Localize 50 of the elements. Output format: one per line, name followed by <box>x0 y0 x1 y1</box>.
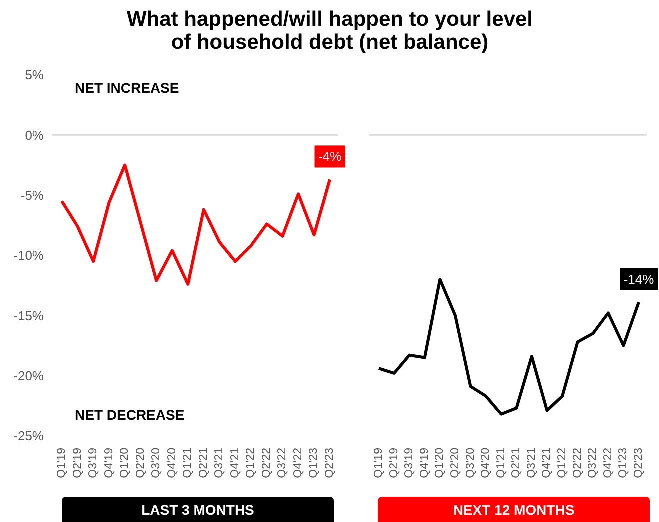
x-tick-label: Q1'19 <box>56 448 68 478</box>
y-tick-label: -10% <box>14 248 44 264</box>
x-tick-label: Q3'19 <box>88 448 100 478</box>
x-tick-label: Q4'21 <box>229 448 242 478</box>
x-tick-label: Q2'19 <box>388 448 400 478</box>
x-tick-label: Q2'21 <box>198 448 210 478</box>
x-tick-label: Q3'20 <box>150 448 163 478</box>
x-tick-label: Q1'20 <box>434 448 446 478</box>
x-tick-label: Q4'20 <box>480 448 492 478</box>
x-tick-label: Q4'19 <box>418 448 431 478</box>
x-tick-label: Q2'23 <box>633 448 645 478</box>
x-tick-label: Q4'22 <box>292 448 304 478</box>
x-tick-label: Q3'21 <box>526 448 538 478</box>
x-tick-label: Q2'21 <box>510 448 523 478</box>
x-tick-label: Q1'22 <box>245 448 258 478</box>
y-tick-label: -25% <box>14 428 44 444</box>
annotation: NET DECREASE <box>75 407 185 423</box>
x-tick-label: Q2'20 <box>134 448 147 478</box>
x-tick-label: Q3'22 <box>276 448 289 478</box>
x-tick-label: Q2'22 <box>260 448 273 478</box>
x-tick-label: Q2'23 <box>324 448 336 478</box>
x-tick-label: Q1'19 <box>373 448 385 478</box>
x-tick-label: Q2'20 <box>449 448 462 478</box>
y-tick-label: 0% <box>25 128 44 143</box>
x-tick-label: Q1'20 <box>119 448 132 478</box>
data-label: -4% <box>318 149 342 164</box>
x-tick-label: Q4'22 <box>602 448 614 478</box>
y-tick-label: -5% <box>20 188 44 203</box>
x-tick-label: Q3'22 <box>587 448 600 478</box>
chart-title: What happened/will happen to your level of household debt (net balance) <box>126 8 534 54</box>
x-tick-label: Q3'20 <box>464 448 477 478</box>
y-tick-label: 5% <box>25 68 44 83</box>
x-tick-label: Q1'23 <box>618 448 630 478</box>
x-tick-label: Q2'22 <box>572 448 584 478</box>
x-axis-title: LAST 3 MONTHS <box>62 497 334 522</box>
x-tick-label: Q1'23 <box>308 448 320 478</box>
y-tick-label: -15% <box>14 308 44 324</box>
x-tick-label: Q2'19 <box>72 448 84 478</box>
x-axis-title: NEXT 12 MONTHS <box>378 497 650 522</box>
x-tick-label: Q1'21 <box>182 448 194 478</box>
annotation: NET INCREASE <box>75 80 180 96</box>
x-tick-label: Q4'21 <box>541 448 554 478</box>
x-tick-label: Q3'19 <box>404 448 416 478</box>
x-tick-label: Q1'22 <box>556 448 569 478</box>
x-tick-label: Q4'20 <box>166 448 178 478</box>
data-label: -14% <box>624 272 655 287</box>
x-tick-label: Q4'19 <box>103 448 116 478</box>
y-tick-label: -20% <box>14 368 44 384</box>
x-tick-label: Q1'21 <box>495 448 508 478</box>
x-tick-label: Q3'21 <box>214 448 226 478</box>
